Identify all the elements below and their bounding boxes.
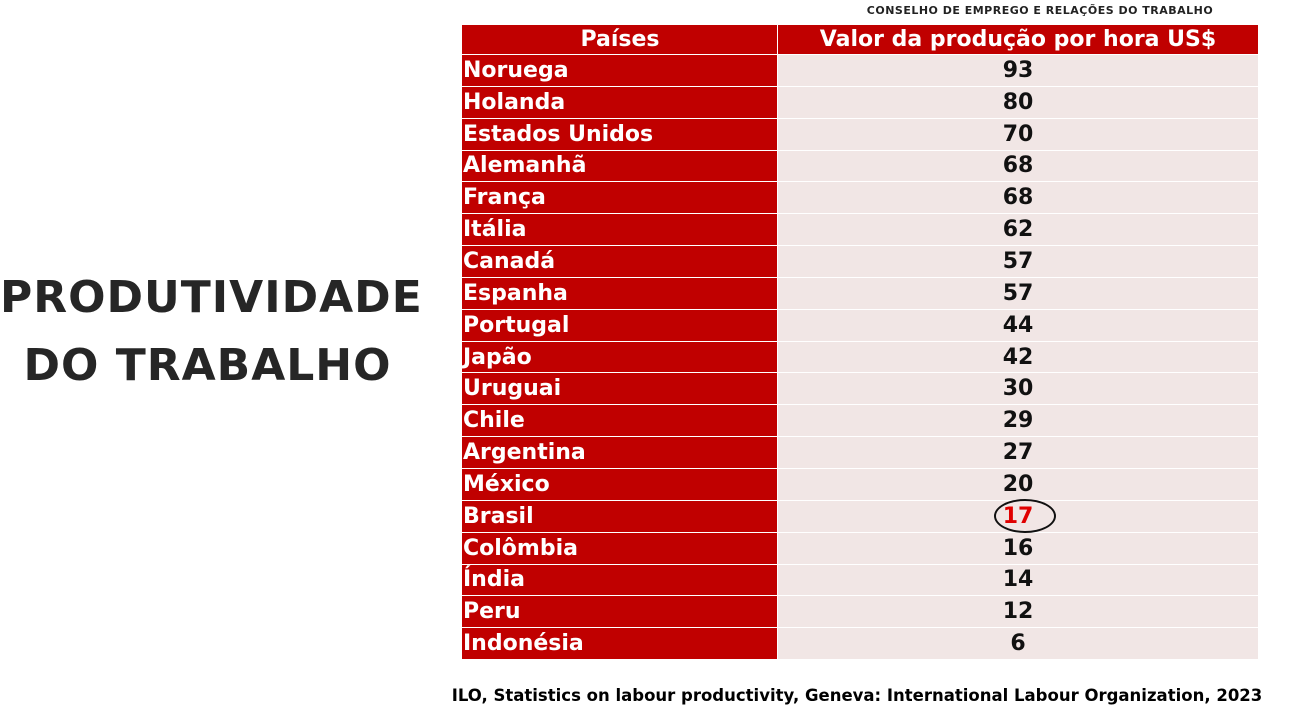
highlight-circle	[994, 498, 1056, 533]
table-row: México 20	[462, 468, 1258, 501]
table-row: Espanha 57	[462, 277, 1258, 310]
value-cell: 20	[778, 468, 1258, 500]
table-row: Noruega 93	[462, 55, 1258, 87]
table-row: França 68	[462, 182, 1258, 215]
table-row: Holanda 80	[462, 86, 1258, 119]
country-cell: Alemanhã	[462, 150, 778, 182]
country-cell: Estados Unidos	[462, 118, 778, 150]
country-cell: Noruega	[462, 55, 778, 86]
value-cell: 12	[778, 596, 1258, 628]
value-cell: 42	[778, 341, 1258, 373]
table-row: Itália 62	[462, 214, 1258, 247]
value-cell: 57	[778, 246, 1258, 277]
table-row: Indonésia 6	[462, 628, 1258, 661]
country-cell: Canadá	[462, 246, 778, 277]
country-cell: Holanda	[462, 86, 778, 118]
value-cell: 16	[778, 532, 1258, 564]
value-cell: 62	[778, 214, 1258, 246]
table-row: Brasil 17	[462, 498, 1258, 533]
value-cell: 17	[778, 498, 1258, 533]
column-header: Países	[462, 25, 778, 54]
value-cell: 29	[778, 405, 1258, 437]
header-row: Países Valor da produção por hora US$	[462, 25, 1258, 55]
value-cell: 68	[778, 150, 1258, 182]
value-cell: 57	[778, 277, 1258, 309]
value-cell: 44	[778, 309, 1258, 341]
value-cell: 70	[778, 118, 1258, 150]
country-cell: Peru	[462, 596, 778, 628]
header-note: CONSELHO DE EMPREGO E RELAÇÕES DO TRABAL…	[866, 4, 1214, 17]
value-cell: 80	[778, 86, 1258, 118]
country-cell: Índia	[462, 564, 778, 596]
value-cell: 6	[778, 628, 1258, 660]
title-line: DO TRABALHO	[23, 340, 392, 391]
title-line: PRODUTIVIDADE	[0, 272, 423, 323]
table-row: Índia 14	[462, 564, 1258, 597]
country-cell: Colômbia	[462, 532, 778, 564]
table-row: Alemanhã 68	[462, 150, 1258, 183]
column-header: Valor da produção por hora US$	[778, 25, 1258, 54]
country-cell: Brasil	[462, 500, 778, 532]
value-cell: 14	[778, 564, 1258, 596]
country-cell: México	[462, 468, 778, 500]
table-row: Portugal 44	[462, 309, 1258, 342]
table-row: Chile 29	[462, 405, 1258, 438]
table-row: Peru 12	[462, 596, 1258, 629]
country-cell: Japão	[462, 341, 778, 373]
country-cell: Uruguai	[462, 373, 778, 405]
country-cell: França	[462, 182, 778, 214]
table-row: Uruguai 30	[462, 373, 1258, 406]
source: ILO, Statistics on labour productivity, …	[451, 686, 1263, 705]
table-row: Argentina 27	[462, 437, 1258, 469]
country-cell: Indonésia	[462, 628, 778, 660]
country-cell: Argentina	[462, 437, 778, 468]
value-cell: 30	[778, 373, 1258, 405]
country-cell: Chile	[462, 405, 778, 437]
table-row: Japão 42	[462, 341, 1258, 374]
country-cell: Espanha	[462, 277, 778, 309]
country-cell: Portugal	[462, 309, 778, 341]
table-row: Canadá 57	[462, 246, 1258, 278]
value-cell: 93	[778, 55, 1258, 86]
value-cell: 27	[778, 437, 1258, 468]
table-row: Estados Unidos 70	[462, 118, 1258, 151]
value-cell: 68	[778, 182, 1258, 214]
table-row: Colômbia 16	[462, 532, 1258, 565]
table: Países Valor da produção por hora US$ No…	[462, 25, 1258, 661]
country-cell: Itália	[462, 214, 778, 246]
